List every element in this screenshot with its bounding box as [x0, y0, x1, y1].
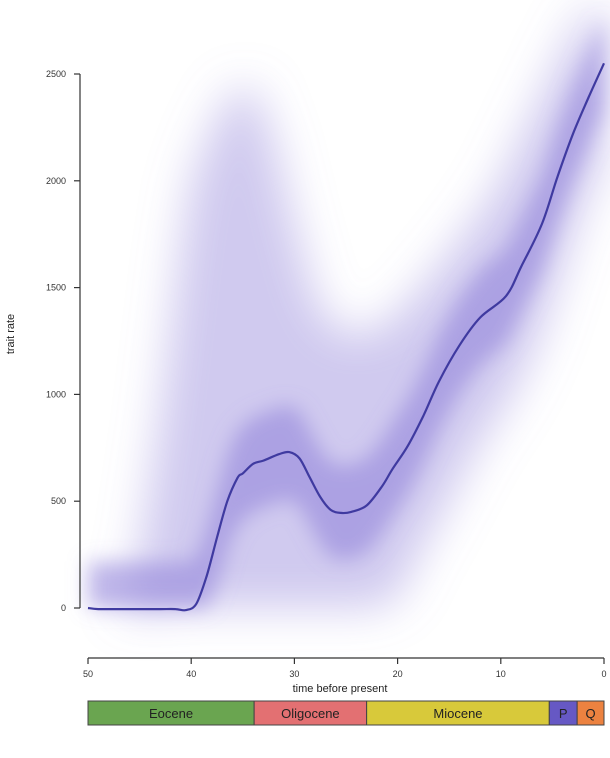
axes — [74, 73, 605, 664]
x-tick-label: 20 — [393, 669, 403, 679]
x-tick-label: 40 — [186, 669, 196, 679]
x-tick-label: 0 — [601, 669, 606, 679]
mean-trait-rate-line — [87, 62, 606, 612]
y-tick-label: 0 — [61, 603, 66, 613]
uncertainty-band — [88, 0, 604, 615]
y-axis-title: trait rate — [5, 314, 17, 354]
epoch-label: Miocene — [433, 706, 482, 721]
y-tick-label: 2000 — [46, 176, 66, 186]
epoch-block-miocene — [366, 700, 550, 726]
y-tick-label: 500 — [51, 496, 66, 506]
series-line-0 — [87, 62, 606, 612]
epoch-label: Oligocene — [281, 706, 340, 721]
y-tick-label: 2500 — [46, 69, 66, 79]
x-tick-labels: 50 40 30 20 10 0 — [83, 669, 607, 679]
epoch-label: Q — [586, 706, 596, 721]
uncertainty-band-inner — [88, 16, 604, 609]
epoch-label: Eocene — [149, 706, 193, 721]
y-tick-labels: 0 500 1000 1500 2000 2500 — [46, 69, 66, 613]
epoch-block-eocene — [87, 700, 255, 726]
epoch-label: P — [559, 706, 568, 721]
x-axis-title: time before present — [293, 683, 388, 695]
epoch-block-p — [548, 700, 578, 726]
y-tick-label: 1000 — [46, 389, 66, 399]
epoch-block-q — [576, 700, 605, 726]
epoch-block-oligocene — [253, 700, 368, 726]
x-tick-label: 10 — [496, 669, 506, 679]
x-tick-label: 50 — [83, 669, 93, 679]
x-tick-label: 30 — [289, 669, 299, 679]
y-tick-label: 1500 — [46, 283, 66, 293]
geologic-timescale-bar: Eocene Oligocene Miocene P Q — [87, 700, 605, 726]
